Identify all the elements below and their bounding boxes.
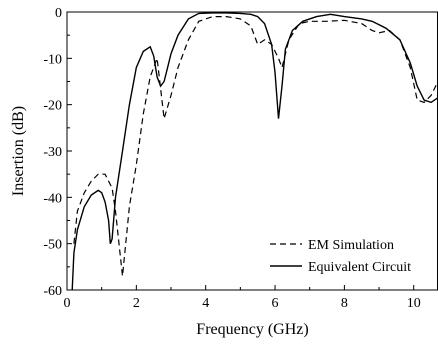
x-tick-label: 8 [341, 296, 348, 311]
x-tick-label: 6 [272, 296, 279, 311]
x-tick-label: 0 [64, 296, 71, 311]
y-tick-label: 0 [55, 6, 62, 21]
y-tick-label: -40 [43, 191, 62, 206]
y-tick-label: -60 [43, 284, 62, 299]
y-tick-label: -50 [43, 238, 62, 253]
y-tick-label: -30 [43, 145, 62, 160]
y-tick-label: -20 [43, 99, 62, 114]
legend-label-equivalent-circuit: Equivalent Circuit [308, 260, 411, 275]
series-line-equivalent-circuit [71, 12, 438, 291]
x-tick-label: 2 [133, 296, 140, 311]
x-tick-label: 4 [202, 296, 209, 311]
legend-label-em-simulation: EM Simulation [308, 238, 394, 253]
x-tick-label: 10 [407, 296, 421, 311]
x-axis-title: Frequency (GHz) [196, 321, 308, 338]
y-axis-title: Insertion (dB) [10, 106, 27, 196]
y-tick-label: -10 [43, 52, 62, 67]
